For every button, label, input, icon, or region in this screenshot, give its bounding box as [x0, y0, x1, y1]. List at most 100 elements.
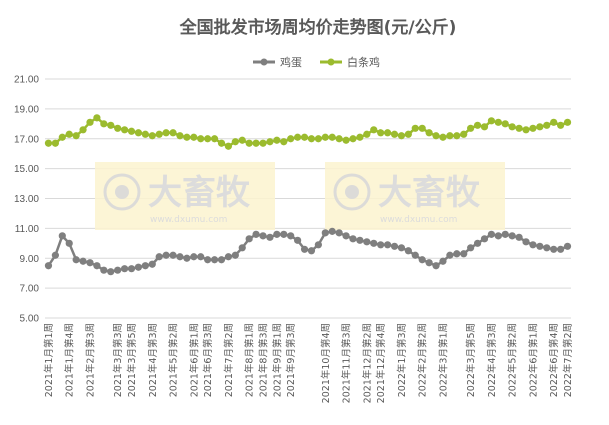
series-1-point: [141, 130, 149, 138]
series-1-point: [467, 124, 475, 132]
series-0-point: [300, 245, 309, 253]
series-1-point: [183, 133, 191, 141]
y-tick-label: 9.00: [20, 254, 40, 265]
series-1-point: [383, 129, 392, 137]
series-1-point: [134, 129, 143, 137]
series-1-point: [404, 130, 412, 138]
series-1-point: [245, 139, 253, 147]
series-0-point: [176, 253, 184, 261]
series-0-point: [204, 256, 212, 264]
series-1-point: [287, 135, 295, 143]
series-0-point: [100, 266, 108, 274]
series-0-point: [190, 253, 198, 261]
series-1-point: [204, 135, 212, 143]
series-0-point: [280, 230, 288, 238]
series-0-point: [65, 239, 73, 247]
series-1-point: [79, 126, 87, 134]
series-1-point: [508, 123, 516, 131]
series-0-point: [58, 232, 66, 240]
series-1-point: [432, 132, 440, 140]
y-tick-label: 11.00: [15, 224, 40, 235]
x-tick-label: 2022年7月第2周: [562, 323, 574, 397]
series-1-point: [439, 133, 447, 141]
watermark-right: 大畜牧 www.dxumu.com: [325, 162, 505, 230]
series-1-point: [266, 138, 274, 146]
x-tick-label: 2022年1月第3周: [396, 323, 408, 397]
series-1-point: [169, 129, 177, 137]
series-1-point: [280, 138, 288, 146]
series-1-point: [44, 139, 53, 147]
series-1-point: [487, 117, 496, 125]
series-1-point: [176, 132, 184, 140]
series-0-point: [245, 235, 253, 243]
series-0-point: [252, 230, 260, 238]
series-1-point: [515, 124, 523, 132]
x-tick-label: 2021年3月第3周: [112, 323, 124, 397]
series-1-point: [543, 121, 551, 129]
series-0-point: [543, 244, 551, 252]
series-1-point: [210, 135, 219, 143]
series-1-point: [120, 126, 129, 134]
series-1-point: [557, 121, 565, 129]
series-1-point: [335, 135, 343, 143]
y-tick-label: 13.00: [14, 194, 39, 205]
series-0-point: [397, 244, 406, 252]
series-1-point: [51, 139, 59, 147]
series-1-point: [100, 120, 108, 128]
watermark-left: 大畜牧 www.dxumu.com: [95, 162, 275, 230]
series-0-point: [114, 266, 122, 274]
series-0-point: [273, 230, 281, 238]
series-0-point: [446, 251, 454, 259]
series-1-point: [563, 118, 572, 126]
series-1-point: [425, 129, 433, 137]
series-1-point: [446, 132, 454, 140]
series-1-point: [224, 142, 233, 150]
x-tick-label: 2021年1月第1周: [43, 323, 55, 397]
series-1-point: [148, 132, 156, 140]
series-1-point: [550, 118, 558, 126]
series-1-point: [190, 133, 198, 141]
series-0-point: [501, 230, 509, 238]
series-1-point: [522, 126, 530, 134]
series-0-point: [44, 262, 53, 270]
series-1-point: [370, 126, 378, 134]
series-0-point: [356, 236, 364, 244]
series-1-point: [397, 132, 406, 140]
legend-item-broiler: 白条鸡: [320, 55, 380, 69]
y-tick-label: 15.00: [14, 164, 39, 175]
x-tick-label: 2021年2月第3周: [84, 323, 96, 397]
y-tick-label: 21.00: [14, 75, 39, 86]
legend-label-eggs: 鸡蛋: [280, 55, 302, 69]
series-1-point: [390, 130, 399, 138]
x-tick-label: 2021年9月第1周: [271, 323, 283, 397]
chart-title: 全国批发市场周均价走势图(元/公斤): [179, 17, 457, 38]
series-1-point: [314, 135, 322, 143]
series-1-point: [411, 124, 419, 132]
series-0-point: [536, 242, 544, 250]
series-1-point: [536, 123, 544, 131]
series-1-point: [480, 123, 489, 131]
series-0-point: [439, 257, 447, 265]
series-1-point: [307, 135, 316, 143]
series-1-point: [107, 121, 115, 129]
series-0-point: [231, 251, 239, 259]
x-tick-label: 2022年6月第4周: [548, 323, 560, 397]
series-1-point: [259, 139, 267, 147]
series-0-point: [141, 262, 149, 270]
series-0-point: [453, 250, 461, 258]
series-1-point: [217, 139, 226, 147]
x-tick-label: 2021年1月第4周: [64, 323, 76, 397]
x-tick-label: 2021年6月第1周: [188, 323, 200, 397]
series-0-point: [432, 262, 440, 270]
series-0-point: [494, 232, 502, 240]
series-0-point: [335, 229, 343, 237]
series-1-point: [356, 133, 364, 141]
y-tick-label: 7.00: [20, 284, 40, 295]
series-1-point: [342, 136, 350, 144]
series-0-point: [473, 239, 482, 247]
series-0-point: [557, 245, 565, 253]
x-tick-label: 2022年2月第2周: [417, 323, 429, 397]
y-axis-ticks: 5.00 7.00 9.00 11.00 13.00 15.00 17.00 19.00 21.…: [14, 75, 39, 325]
series-1-point: [197, 135, 205, 143]
series-1-point: [529, 124, 537, 132]
